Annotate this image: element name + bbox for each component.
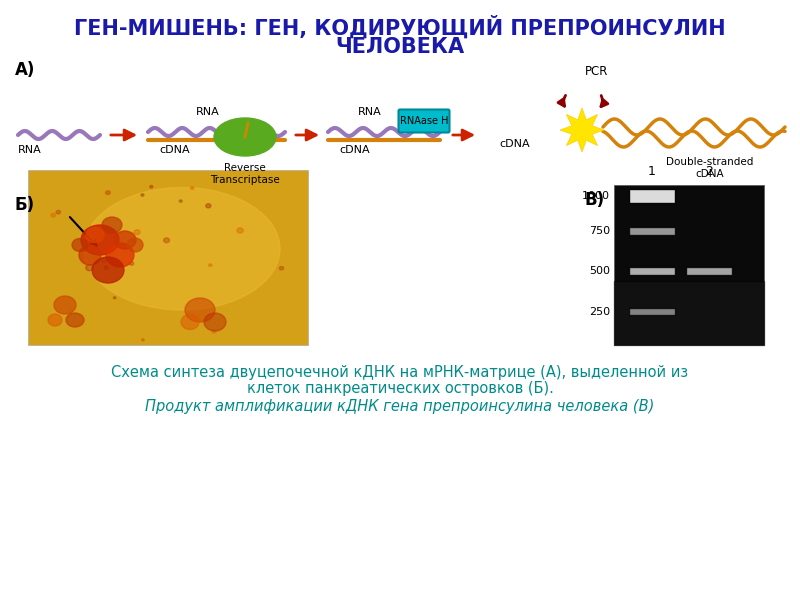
Text: Схема синтеза двуцепочечной кДНК на мРНК-матрице (А), выделенной из: Схема синтеза двуцепочечной кДНК на мРНК… [111,364,689,379]
Text: RNA: RNA [196,107,220,117]
Text: 2: 2 [705,165,713,178]
FancyBboxPatch shape [614,185,764,345]
Text: 500: 500 [589,266,610,276]
Text: ЧЕЛОВЕКА: ЧЕЛОВЕКА [335,37,465,57]
Text: 1: 1 [648,165,656,178]
Text: RNAase H: RNAase H [400,116,448,126]
Ellipse shape [237,228,243,233]
Ellipse shape [150,185,153,188]
Ellipse shape [142,339,144,341]
FancyBboxPatch shape [398,109,450,133]
Text: А): А) [15,61,35,79]
Text: клеток панкреатических островков (Б).: клеток панкреатических островков (Б). [246,382,554,397]
Ellipse shape [66,313,84,327]
Ellipse shape [190,187,194,190]
Ellipse shape [102,217,122,233]
Text: cDNA: cDNA [500,139,530,149]
FancyBboxPatch shape [629,267,675,275]
Ellipse shape [185,298,215,322]
Ellipse shape [114,297,116,299]
Text: Продукт амплификации кДНК гена препроинсулина человека (В): Продукт амплификации кДНК гена препроинс… [146,398,654,413]
Ellipse shape [279,266,284,270]
Ellipse shape [84,187,280,310]
Ellipse shape [127,238,143,252]
Ellipse shape [134,230,140,235]
Text: RNA: RNA [18,145,42,155]
Ellipse shape [141,194,144,196]
Ellipse shape [54,296,76,314]
Text: Reverse
Transcriptase: Reverse Transcriptase [210,163,280,185]
FancyBboxPatch shape [629,308,675,315]
Ellipse shape [206,204,211,208]
Ellipse shape [79,245,101,265]
Ellipse shape [214,118,276,156]
Ellipse shape [209,264,212,266]
Ellipse shape [130,262,134,265]
Ellipse shape [114,231,136,249]
Ellipse shape [106,191,110,194]
Text: Б): Б) [15,196,35,214]
Ellipse shape [51,214,55,217]
Text: 750: 750 [589,226,610,236]
Text: PCR: PCR [586,65,609,78]
Ellipse shape [92,257,124,283]
Ellipse shape [106,243,134,267]
Ellipse shape [104,266,108,269]
Ellipse shape [212,330,216,333]
Text: ГЕН-МИШЕНЬ: ГЕН, КОДИРУЮЩИЙ ПРЕПРОИНСУЛИН: ГЕН-МИШЕНЬ: ГЕН, КОДИРУЮЩИЙ ПРЕПРОИНСУЛИ… [74,16,726,38]
Ellipse shape [181,314,199,329]
FancyBboxPatch shape [28,170,308,345]
Polygon shape [560,108,604,152]
FancyBboxPatch shape [614,281,764,345]
Text: RNA: RNA [358,107,382,117]
FancyArrowPatch shape [601,95,608,107]
Ellipse shape [81,225,119,255]
Ellipse shape [86,265,94,271]
Ellipse shape [101,257,107,262]
Text: 1000: 1000 [582,191,610,201]
Text: cDNA: cDNA [160,145,190,155]
FancyBboxPatch shape [629,189,675,203]
Text: 250: 250 [589,307,610,317]
FancyBboxPatch shape [629,227,675,235]
Ellipse shape [163,238,170,242]
Ellipse shape [56,211,61,214]
FancyArrowPatch shape [558,95,566,106]
Text: cDNA: cDNA [340,145,370,155]
FancyBboxPatch shape [686,267,732,275]
Text: Double-stranded
cDNA: Double-stranded cDNA [666,157,754,179]
Ellipse shape [179,200,182,202]
Ellipse shape [86,227,104,242]
Text: В): В) [585,191,605,209]
Ellipse shape [204,313,226,331]
Ellipse shape [72,238,88,251]
Ellipse shape [48,314,62,326]
